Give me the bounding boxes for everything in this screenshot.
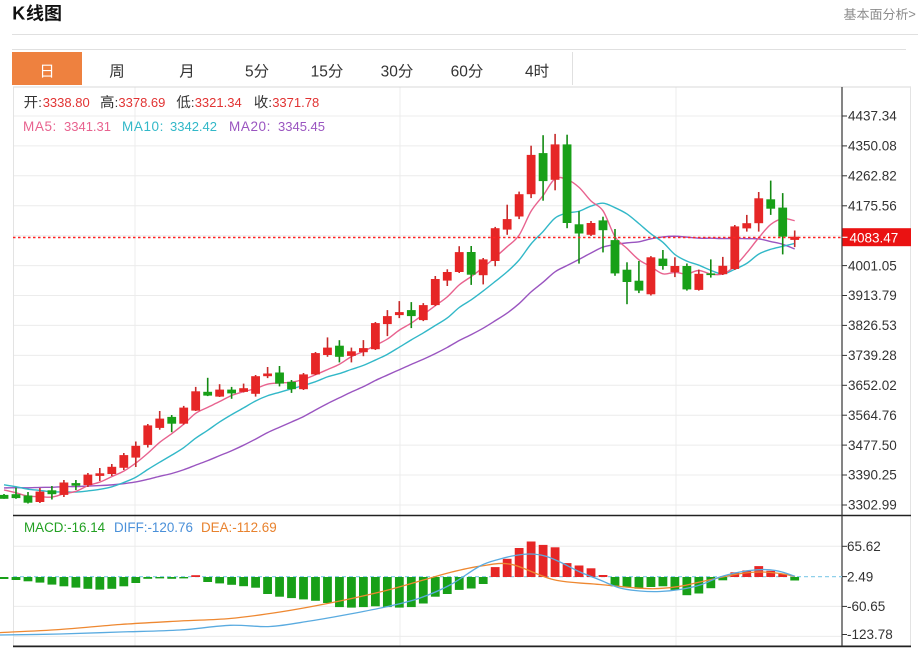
- svg-text:3564.76: 3564.76: [848, 408, 897, 423]
- svg-text:3913.79: 3913.79: [848, 288, 897, 303]
- svg-text:K: K: [12, 4, 25, 24]
- svg-text::: :: [191, 95, 195, 110]
- svg-text:3390.25: 3390.25: [848, 468, 897, 483]
- svg-text:3477.50: 3477.50: [848, 438, 897, 453]
- svg-text:3739.28: 3739.28: [848, 348, 897, 363]
- svg-text:5: 5: [245, 64, 254, 81]
- svg-text:3345.45: 3345.45: [278, 119, 325, 134]
- svg-text:-123.78: -123.78: [847, 627, 893, 642]
- svg-text:MA5:: MA5:: [23, 119, 57, 134]
- svg-text:30: 30: [381, 64, 399, 81]
- svg-text:2.49: 2.49: [847, 569, 873, 584]
- svg-text:65.62: 65.62: [847, 539, 881, 554]
- svg-text:-60.65: -60.65: [847, 599, 885, 614]
- svg-text:3302.99: 3302.99: [848, 498, 897, 513]
- svg-text:60: 60: [451, 64, 469, 81]
- svg-text::: :: [38, 95, 42, 110]
- svg-text:4350.08: 4350.08: [848, 139, 897, 154]
- svg-text:4083.47: 4083.47: [850, 230, 899, 245]
- svg-text::: :: [115, 95, 119, 110]
- svg-text::: :: [268, 95, 272, 110]
- svg-text:15: 15: [311, 64, 328, 81]
- svg-text:3321.34: 3321.34: [195, 95, 242, 110]
- svg-text:MA20:: MA20:: [229, 119, 271, 134]
- svg-text:3342.42: 3342.42: [170, 119, 217, 134]
- svg-text:3341.31: 3341.31: [64, 119, 111, 134]
- svg-text:3652.02: 3652.02: [848, 378, 897, 393]
- svg-text:>: >: [908, 7, 916, 22]
- svg-text:4175.56: 4175.56: [848, 199, 897, 214]
- svg-text:MA10:: MA10:: [122, 119, 164, 134]
- svg-text:4001.05: 4001.05: [848, 258, 897, 273]
- svg-text:4: 4: [525, 64, 534, 81]
- svg-text:4437.34: 4437.34: [848, 109, 897, 124]
- svg-text:3826.53: 3826.53: [848, 318, 897, 333]
- svg-text:3338.80: 3338.80: [43, 95, 90, 110]
- svg-text:3378.69: 3378.69: [118, 95, 165, 110]
- svg-text:4262.82: 4262.82: [848, 169, 897, 184]
- svg-text:3371.78: 3371.78: [272, 95, 319, 110]
